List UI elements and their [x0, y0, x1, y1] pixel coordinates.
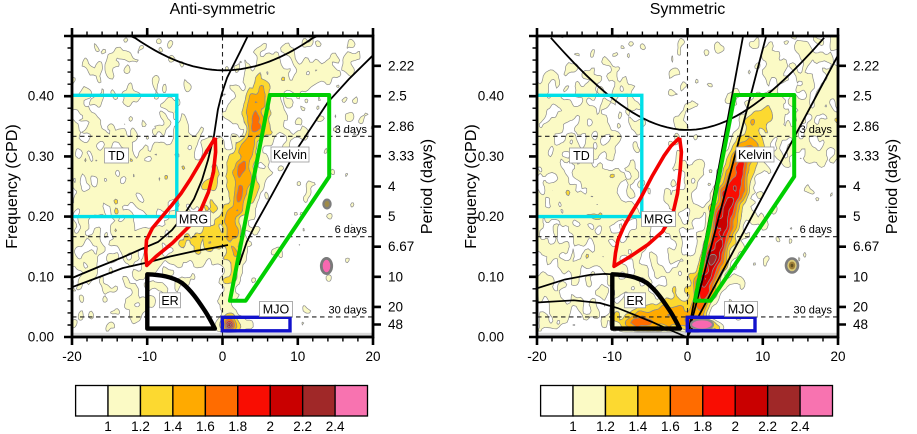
svg-text:1.4: 1.4 [164, 419, 183, 434]
svg-text:6 days: 6 days [335, 224, 368, 236]
svg-text:2.22: 2.22 [388, 58, 414, 73]
svg-text:1.8: 1.8 [693, 419, 712, 434]
svg-text:MJO: MJO [263, 303, 290, 317]
svg-text:Frequency (CPD): Frequency (CPD) [463, 124, 480, 248]
svg-text:2: 2 [731, 419, 739, 434]
svg-text:Period (days): Period (days) [884, 139, 901, 234]
svg-text:MRG: MRG [644, 213, 673, 227]
svg-text:MRG: MRG [179, 213, 208, 227]
svg-text:0.30: 0.30 [28, 149, 54, 164]
svg-text:2.22: 2.22 [853, 58, 879, 73]
svg-text:30 days: 30 days [328, 304, 367, 316]
svg-text:Period (days): Period (days) [419, 139, 436, 234]
svg-text:1.4: 1.4 [629, 419, 648, 434]
svg-text:0.00: 0.00 [478, 330, 504, 345]
svg-text:Frequency (CPD): Frequency (CPD) [4, 124, 21, 248]
svg-text:-10: -10 [602, 349, 622, 364]
svg-text:2.2: 2.2 [293, 419, 312, 434]
svg-text:2: 2 [266, 419, 274, 434]
svg-text:TD: TD [573, 149, 590, 163]
svg-text:20: 20 [853, 299, 868, 314]
svg-text:Kelvin: Kelvin [738, 148, 772, 162]
svg-text:0.10: 0.10 [478, 269, 504, 284]
svg-text:0.10: 0.10 [28, 269, 54, 284]
svg-text:2.86: 2.86 [853, 119, 879, 134]
svg-text:10: 10 [388, 269, 403, 284]
svg-text:Anti-symmetric: Anti-symmetric [170, 1, 276, 18]
svg-text:10: 10 [290, 349, 305, 364]
svg-text:6 days: 6 days [800, 224, 833, 236]
svg-text:1.6: 1.6 [661, 419, 680, 434]
svg-text:3.33: 3.33 [388, 149, 414, 164]
svg-text:0.20: 0.20 [478, 209, 504, 224]
svg-text:10: 10 [853, 269, 868, 284]
svg-text:2.4: 2.4 [326, 419, 345, 434]
svg-text:3 days: 3 days [800, 124, 833, 136]
svg-text:5: 5 [388, 209, 396, 224]
svg-text:48: 48 [853, 317, 868, 332]
svg-text:1.6: 1.6 [196, 419, 215, 434]
svg-text:6.67: 6.67 [853, 239, 879, 254]
svg-text:ER: ER [626, 294, 643, 308]
svg-text:0: 0 [684, 349, 692, 364]
svg-text:2.4: 2.4 [791, 419, 810, 434]
svg-text:1.2: 1.2 [596, 419, 615, 434]
svg-text:1: 1 [104, 419, 112, 434]
svg-text:1: 1 [569, 419, 577, 434]
svg-text:0.40: 0.40 [478, 89, 504, 104]
svg-text:48: 48 [388, 317, 403, 332]
svg-text:2.5: 2.5 [388, 89, 407, 104]
svg-text:-20: -20 [62, 349, 82, 364]
svg-text:20: 20 [365, 349, 380, 364]
svg-text:10: 10 [755, 349, 770, 364]
svg-text:3 days: 3 days [335, 124, 368, 136]
svg-text:4: 4 [853, 179, 861, 194]
svg-text:6.67: 6.67 [388, 239, 414, 254]
svg-text:1.8: 1.8 [228, 419, 247, 434]
svg-text:1.2: 1.2 [131, 419, 150, 434]
svg-text:0: 0 [219, 349, 227, 364]
svg-text:-20: -20 [527, 349, 547, 364]
svg-text:Symmetric: Symmetric [650, 1, 726, 18]
svg-text:20: 20 [830, 349, 845, 364]
svg-text:2.86: 2.86 [388, 119, 414, 134]
svg-text:ER: ER [161, 294, 178, 308]
svg-text:2.2: 2.2 [758, 419, 777, 434]
svg-text:0.40: 0.40 [28, 89, 54, 104]
svg-text:Kelvin: Kelvin [273, 148, 307, 162]
svg-text:2.5: 2.5 [853, 89, 872, 104]
svg-text:4: 4 [388, 179, 396, 194]
svg-text:0.00: 0.00 [28, 330, 54, 345]
svg-text:3.33: 3.33 [853, 149, 879, 164]
svg-text:0.30: 0.30 [478, 149, 504, 164]
svg-text:5: 5 [853, 209, 861, 224]
svg-text:20: 20 [388, 299, 403, 314]
svg-text:0.20: 0.20 [28, 209, 54, 224]
svg-text:MJO: MJO [728, 303, 755, 317]
svg-text:TD: TD [108, 149, 125, 163]
svg-text:-10: -10 [137, 349, 157, 364]
svg-text:30 days: 30 days [793, 304, 832, 316]
